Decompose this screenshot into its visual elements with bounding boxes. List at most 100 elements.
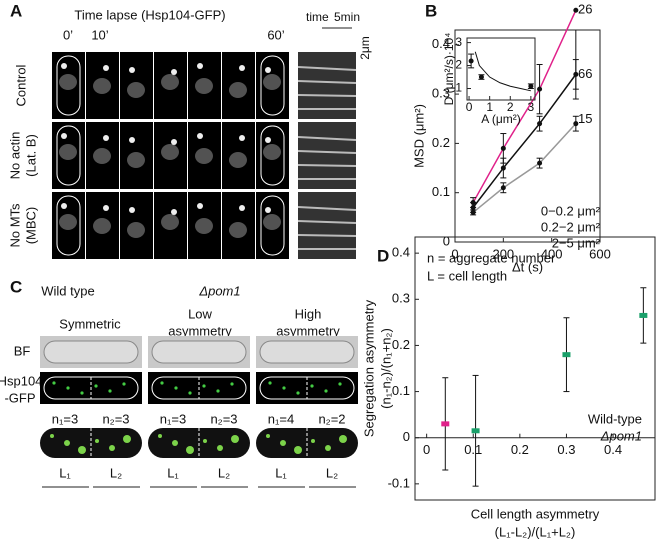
plot-frame	[454, 29, 601, 243]
plot-frame	[466, 37, 536, 101]
cell-outline	[56, 125, 81, 186]
y-axis-label: D (μm²/s)·10⁴	[442, 33, 456, 106]
gfp-dot	[122, 382, 126, 386]
aggregate	[265, 67, 271, 73]
y-tick-label: 0.4	[392, 245, 410, 260]
point	[537, 121, 543, 127]
x-tick-label: 400	[541, 246, 563, 261]
point	[471, 428, 480, 434]
cartoon-dot	[64, 440, 70, 446]
y-tick-label: 0.3	[392, 291, 410, 306]
kymo-track	[297, 206, 357, 211]
aggregate	[129, 207, 135, 213]
point	[573, 121, 579, 127]
plot-frame	[414, 236, 656, 501]
x-tick-label: 1	[486, 100, 493, 114]
row-label: (Lat. B)	[23, 134, 38, 177]
kymo-track	[297, 80, 357, 84]
aggregate	[197, 133, 203, 139]
y-tick-label: 1	[455, 81, 462, 95]
kymo-track	[297, 136, 357, 141]
legend-entry: Δpom1	[600, 428, 642, 443]
legend-entry: 0.2−2 μm²	[541, 219, 601, 234]
cartoon-dot	[203, 439, 207, 443]
aggregate	[103, 65, 109, 71]
gfp-dot	[230, 382, 234, 386]
cartoon-dot	[109, 445, 115, 451]
aggregate	[61, 203, 67, 209]
aggregate	[103, 135, 109, 141]
panel-label: D	[377, 246, 389, 265]
cell-outline	[56, 195, 81, 256]
bf-cell	[151, 340, 247, 364]
cartoon-dot	[123, 435, 131, 443]
strain-label: Δpom1	[198, 283, 240, 298]
kymograph	[298, 52, 356, 119]
gfp-dot	[188, 391, 192, 395]
cartoon-dot	[50, 434, 54, 438]
point	[470, 209, 476, 215]
gfp-dot	[174, 386, 178, 390]
point	[537, 86, 543, 92]
y-axis-label: Segregation asymmetry	[361, 299, 376, 437]
y-tick-label: 0	[403, 429, 410, 444]
point	[528, 83, 534, 89]
cartoon-dot	[231, 435, 239, 443]
kymo-track	[297, 220, 357, 224]
cartoon-dot	[217, 445, 223, 451]
cell-glow	[59, 144, 77, 160]
annotation: L = cell length	[427, 268, 507, 283]
x-tick-label: 3	[528, 100, 535, 114]
x-tick-label: 600	[589, 246, 611, 261]
kymo-track	[297, 234, 357, 237]
aggregate	[239, 65, 245, 71]
length-label: L₁	[59, 465, 71, 480]
row-label: No MTs	[7, 203, 22, 248]
cell-glow	[93, 148, 111, 164]
cell-glow	[161, 144, 179, 160]
kymo-label: time	[306, 10, 329, 24]
cartoon-dot	[78, 446, 86, 454]
x-tick-label: 0.2	[511, 442, 529, 457]
cell-glow	[59, 74, 77, 90]
point	[441, 421, 450, 427]
y-tick-label: 0.3	[432, 86, 450, 101]
gfp-dot	[310, 384, 314, 388]
panel-label: A	[10, 1, 22, 20]
cell-outline	[260, 195, 285, 256]
legend-entry: Wild-type	[588, 411, 642, 426]
kymo-track	[297, 150, 357, 154]
point	[573, 7, 579, 13]
aggregate	[197, 63, 203, 69]
aggregate	[171, 69, 177, 75]
aggregate	[171, 209, 177, 215]
cell-glow	[93, 218, 111, 234]
y-tick-label: 3	[455, 35, 462, 49]
annotation: n = aggregate number	[427, 250, 556, 265]
cell-glow	[127, 82, 145, 98]
fit-curve	[474, 51, 531, 92]
kymo-track	[297, 66, 357, 71]
y-axis-label: (n₁-n₂)/(n₁+n₂)	[378, 328, 393, 409]
gfp-dot	[94, 384, 98, 388]
aggregate	[61, 133, 67, 139]
gfp-dot	[282, 386, 286, 390]
point	[639, 312, 648, 318]
cartoon-dot	[294, 446, 302, 454]
series-line	[472, 9, 577, 203]
cartoon-dot	[172, 440, 178, 446]
panel-title: Time lapse (Hsp104-GFP)	[74, 7, 225, 22]
length-label: L₂	[110, 465, 122, 480]
series-line	[472, 123, 577, 214]
aggregate	[239, 135, 245, 141]
time-label: 60’	[267, 27, 284, 42]
cartoon-dot	[311, 439, 315, 443]
kymograph	[298, 192, 356, 259]
length-label: L₁	[167, 465, 179, 480]
cell-glow	[59, 214, 77, 230]
series-line	[472, 73, 577, 208]
gfp-dot	[338, 382, 342, 386]
row-label: Hsp104	[0, 373, 42, 388]
count-label: n₁=4	[268, 411, 294, 426]
